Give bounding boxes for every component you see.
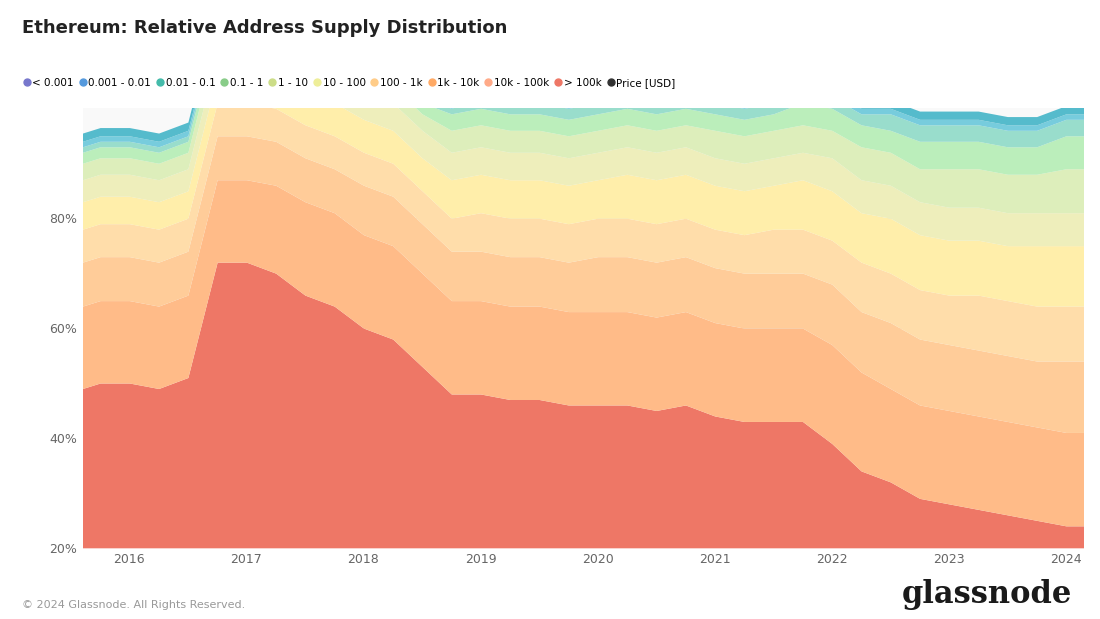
Text: © 2024 Glassnode. All Rights Reserved.: © 2024 Glassnode. All Rights Reserved.	[22, 600, 245, 610]
Text: Ethereum: Relative Address Supply Distribution: Ethereum: Relative Address Supply Distri…	[22, 19, 507, 37]
Legend: < 0.001, 0.001 - 0.01, 0.01 - 0.1, 0.1 - 1, 1 - 10, 10 - 100, 100 - 1k, 1k - 10k: < 0.001, 0.001 - 0.01, 0.01 - 0.1, 0.1 -…	[24, 78, 675, 89]
Text: glassnode: glassnode	[902, 579, 1072, 610]
